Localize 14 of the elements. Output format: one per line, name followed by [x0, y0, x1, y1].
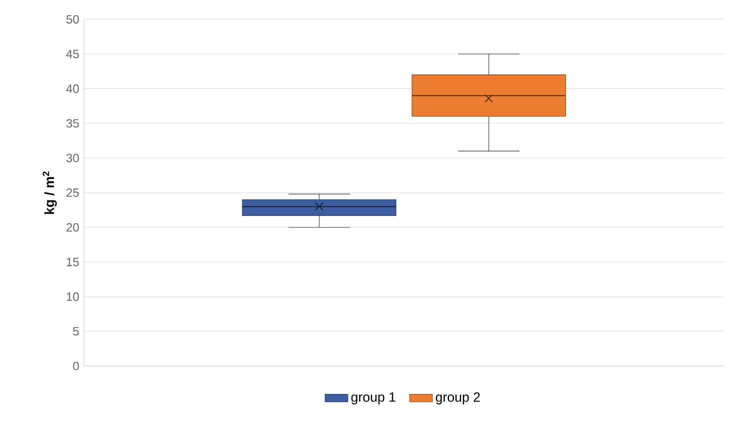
y-tick-label: 10: [66, 292, 79, 301]
y-tick-label: 5: [73, 327, 79, 336]
y-tick-label: 0: [73, 362, 79, 370]
y-tick-label: 40: [66, 84, 79, 93]
y-tick-label: 25: [66, 188, 79, 197]
y-tick-label: 20: [66, 223, 79, 232]
y-tick-label: 30: [66, 154, 79, 162]
y-tick-label: 35: [66, 119, 79, 128]
y-tick-label: 15: [66, 258, 79, 266]
y-tick-label: 45: [66, 50, 79, 58]
legend-label: group 2: [436, 392, 480, 404]
y-axis-title: kg / m$^{2}$: [42, 172, 57, 214]
legend-label: group 1: [351, 392, 396, 404]
y-tick-label: 50: [66, 15, 79, 24]
